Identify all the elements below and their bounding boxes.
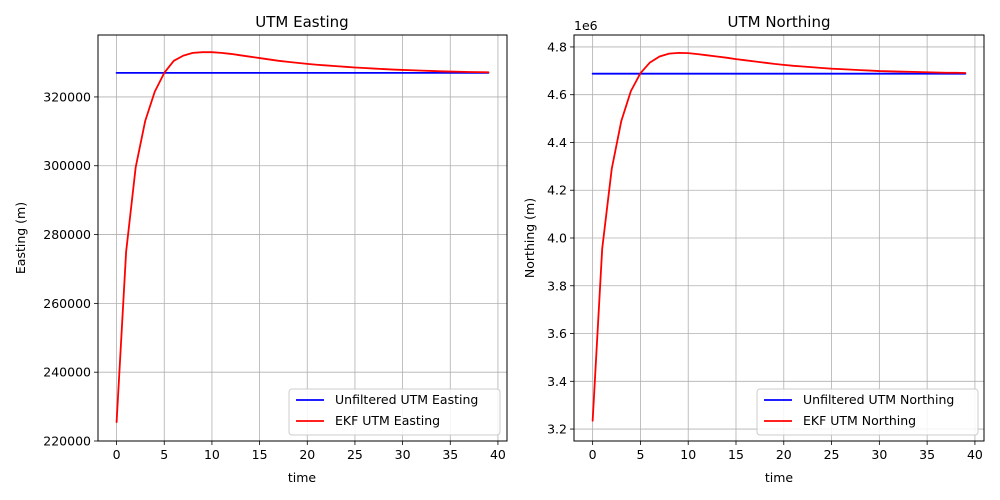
y-offset-label: 1e6 [574,18,598,33]
x-tick-label: 0 [589,447,597,462]
northing-panel: UTM Northing 0 5 10 15 20 25 30 35 40 3.2 3.4 3.6 3.… [522,13,985,485]
y-tick-label: 220000 [43,434,91,449]
x-tick-label: 30 [871,447,887,462]
ekf-series-line [115,51,490,423]
ticks: 0 5 10 15 20 25 30 35 40 3.2 3.4 3.6 3.8 4.0 4.2 4.4 4.6… [547,39,983,462]
chart-title: UTM Easting [255,13,348,31]
y-tick-label: 3.6 [547,326,567,341]
x-tick-label: 15 [252,447,268,462]
x-tick-label: 30 [395,447,411,462]
y-tick-label: 240000 [43,365,91,380]
y-tick-label: 4.2 [547,183,567,198]
legend-label-ekf: EKF UTM Northing [803,413,916,428]
series-group [591,52,967,422]
x-tick-label: 40 [490,447,506,462]
x-axis-label: time [765,470,794,485]
x-tick-label: 40 [967,447,983,462]
y-tick-label: 3.2 [547,422,567,437]
legend-box [756,388,979,436]
x-tick-label: 35 [919,447,935,462]
y-tick-label: 3.8 [547,278,567,293]
legend-label-unfiltered: Unfiltered UTM Easting [335,392,478,407]
x-tick-label: 25 [347,447,363,462]
legend-label-unfiltered: Unfiltered UTM Northing [803,392,954,407]
easting-panel: UTM Easting 0 5 10 15 20 25 30 35 40 220000 240000… [13,13,508,485]
ekf-series-line [591,52,967,422]
series-group [115,51,490,423]
y-tick-label: 4.4 [547,135,567,150]
legend: Unfiltered UTM Northing EKF UTM Northing [756,388,979,436]
y-axis-label: Northing (m) [522,198,537,278]
legend-label-ekf: EKF UTM Easting [335,413,440,428]
y-tick-label: 300000 [43,158,91,173]
ticks: 0 5 10 15 20 25 30 35 40 220000 240000 260000 280000… [43,89,506,462]
x-tick-label: 35 [442,447,458,462]
x-tick-label: 0 [113,447,121,462]
x-tick-label: 5 [636,447,644,462]
x-tick-label: 10 [680,447,696,462]
y-tick-label: 4.0 [547,231,567,246]
y-tick-label: 4.8 [547,39,567,54]
x-tick-label: 15 [728,447,744,462]
chart-title: UTM Northing [727,13,830,31]
x-tick-label: 20 [776,447,792,462]
y-tick-label: 260000 [43,296,91,311]
x-tick-label: 5 [160,447,168,462]
legend-box [288,388,501,436]
axes-frame [97,34,508,442]
legend: Unfiltered UTM Easting EKF UTM Easting [288,388,501,436]
y-tick-label: 320000 [43,89,91,104]
x-tick-label: 20 [299,447,315,462]
x-tick-label: 10 [204,447,220,462]
y-axis-label: Easting (m) [13,202,28,274]
x-tick-label: 25 [824,447,840,462]
y-tick-label: 3.4 [547,374,567,389]
y-tick-label: 280000 [43,227,91,242]
x-axis-label: time [288,470,317,485]
y-tick-label: 4.6 [547,87,567,102]
